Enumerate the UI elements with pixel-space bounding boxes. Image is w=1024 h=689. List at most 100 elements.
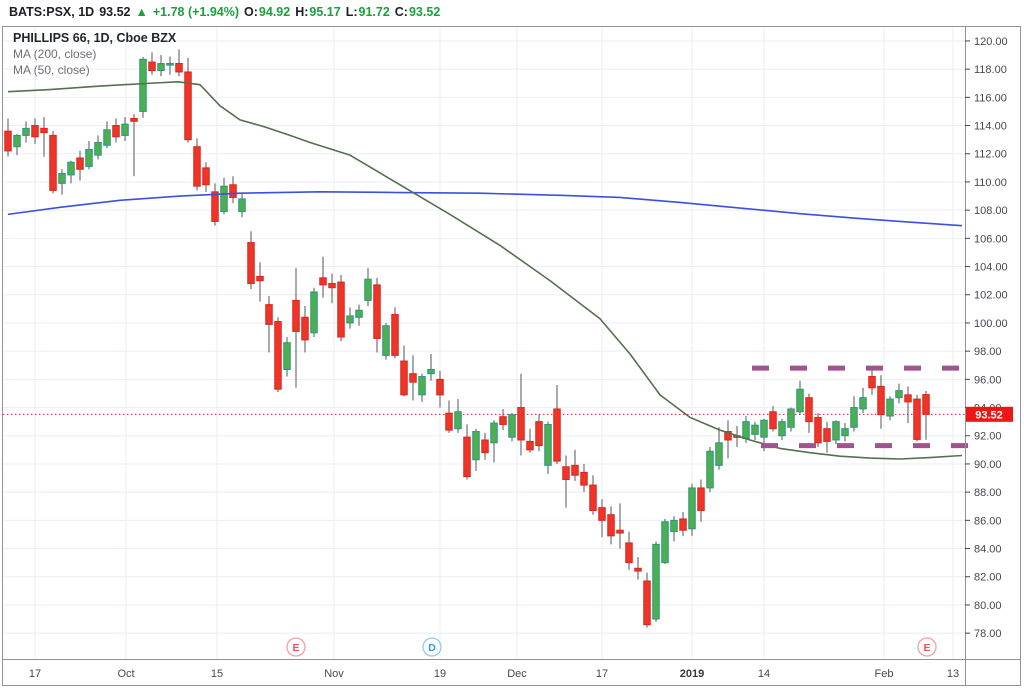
earnings-marker-label: E [292,642,299,654]
earnings-marker[interactable] [917,637,937,657]
up-arrow-icon: ▲ [135,5,148,19]
candle-down [553,408,561,462]
candle-down [229,184,237,198]
candle-down [319,277,327,286]
time-axis[interactable]: 17 Oct 15 Nov 19 Dec 17 2019 14 Feb 13 [29,668,959,680]
legend-symbol[interactable]: PHILLIPS 66, 1D, Cboe BZX [13,31,177,45]
ohlc-header: BATS:PSX, 1D 93.52 ▲ +1.78 (+1.94%) O:94.92 H… [0,0,1024,26]
candle-down [184,71,192,141]
candle-down [391,313,399,356]
candle-up [859,397,867,410]
candle-up [22,127,30,136]
candle-up [886,398,894,417]
price-tick-label: 78.00 [974,628,1002,640]
high-label: H: [295,5,309,19]
candle-down [175,63,183,73]
dividend-marker[interactable] [422,637,442,657]
legend-ma50[interactable]: MA (50, close) [13,63,90,77]
candle-down [265,304,273,325]
candle-down [634,567,642,572]
candle-up [355,309,363,318]
time-tick-label: 19 [434,668,446,680]
candle-up [742,421,750,440]
candle-up [427,368,435,375]
candle-down [76,157,84,170]
price-chart[interactable]: 120.00 118.00 116.00 114.00 112.00 110.00 108.… [0,26,1024,689]
candle-down [499,416,507,425]
chart-legend: PHILLIPS 66, 1D, Cboe BZX MA (200, close… [13,31,176,77]
candle-down [679,518,687,531]
time-tick-label: 17 [596,668,608,680]
candle-down [112,125,120,138]
candle-up [715,442,723,466]
candle-down [400,360,408,396]
time-tick-label: 2019 [680,668,704,680]
legend-ma200[interactable]: MA (200, close) [13,47,97,61]
candle-down [436,378,444,396]
candle-down [562,466,570,480]
candle-down [805,397,813,423]
candle-down [814,416,822,444]
candle-down [625,542,633,564]
price-tick-label: 88.00 [974,487,1002,499]
price-tick-label: 90.00 [974,459,1002,471]
candle-up [382,325,390,356]
price-tick-label: 80.00 [974,600,1002,612]
candle-down [301,316,309,341]
symbol-interval[interactable]: BATS:PSX, 1D [9,5,95,19]
candle-down [247,242,255,284]
candle-down [202,167,210,186]
candle-down [922,394,930,415]
candle-up [166,63,174,66]
price-tick-label: 84.00 [974,544,1002,556]
candle-up [508,414,516,438]
candle-up [841,428,849,437]
earnings-marker[interactable] [286,637,306,657]
candle-down [337,281,345,338]
candle-down [49,134,57,191]
price-tick-label: 108.00 [974,205,1008,217]
candle-up [751,424,759,435]
candle-up [364,278,372,301]
candle-up [787,408,795,428]
last-price-tag-label: 93.52 [975,409,1003,421]
time-tick-label: Nov [324,668,344,680]
price-tick-label: 92.00 [974,431,1002,443]
candle-up [67,161,75,176]
candle-up [832,421,840,441]
price-tick-label: 82.00 [974,572,1002,584]
price-tick-label: 116.00 [974,92,1007,104]
candle-up [85,149,93,167]
candle-down [211,191,219,222]
candle-down [481,439,489,454]
candle-down [409,373,417,383]
candle-down [40,127,48,134]
candle-up [238,198,246,213]
candle-down [535,421,543,447]
ma200-line [7,191,963,227]
candle-up [94,141,102,156]
candle-down [571,464,579,476]
candle-up [13,134,21,148]
price-tick-label: 100.00 [974,318,1008,330]
candle-down [4,130,12,152]
candle-down [823,428,831,442]
candle-up [157,63,165,72]
candle-down [256,275,264,282]
high-value: 95.17 [309,5,341,19]
price-axis[interactable]: 120.00 118.00 116.00 114.00 112.00 110.00 108.… [965,36,1013,640]
moving-averages [7,81,963,460]
candle-down [274,321,282,390]
price-tick-label: 86.00 [974,515,1002,527]
candle-down [616,529,624,534]
low-label: L: [345,5,358,19]
candle-down [445,412,453,431]
candle-up [796,388,804,413]
open-value: 94.92 [258,5,291,19]
time-tick-label: Oct [117,668,134,680]
candle-down [463,436,471,478]
candle-up [310,291,318,334]
price-tick-label: 104.00 [974,262,1008,274]
candle-down [580,471,588,486]
